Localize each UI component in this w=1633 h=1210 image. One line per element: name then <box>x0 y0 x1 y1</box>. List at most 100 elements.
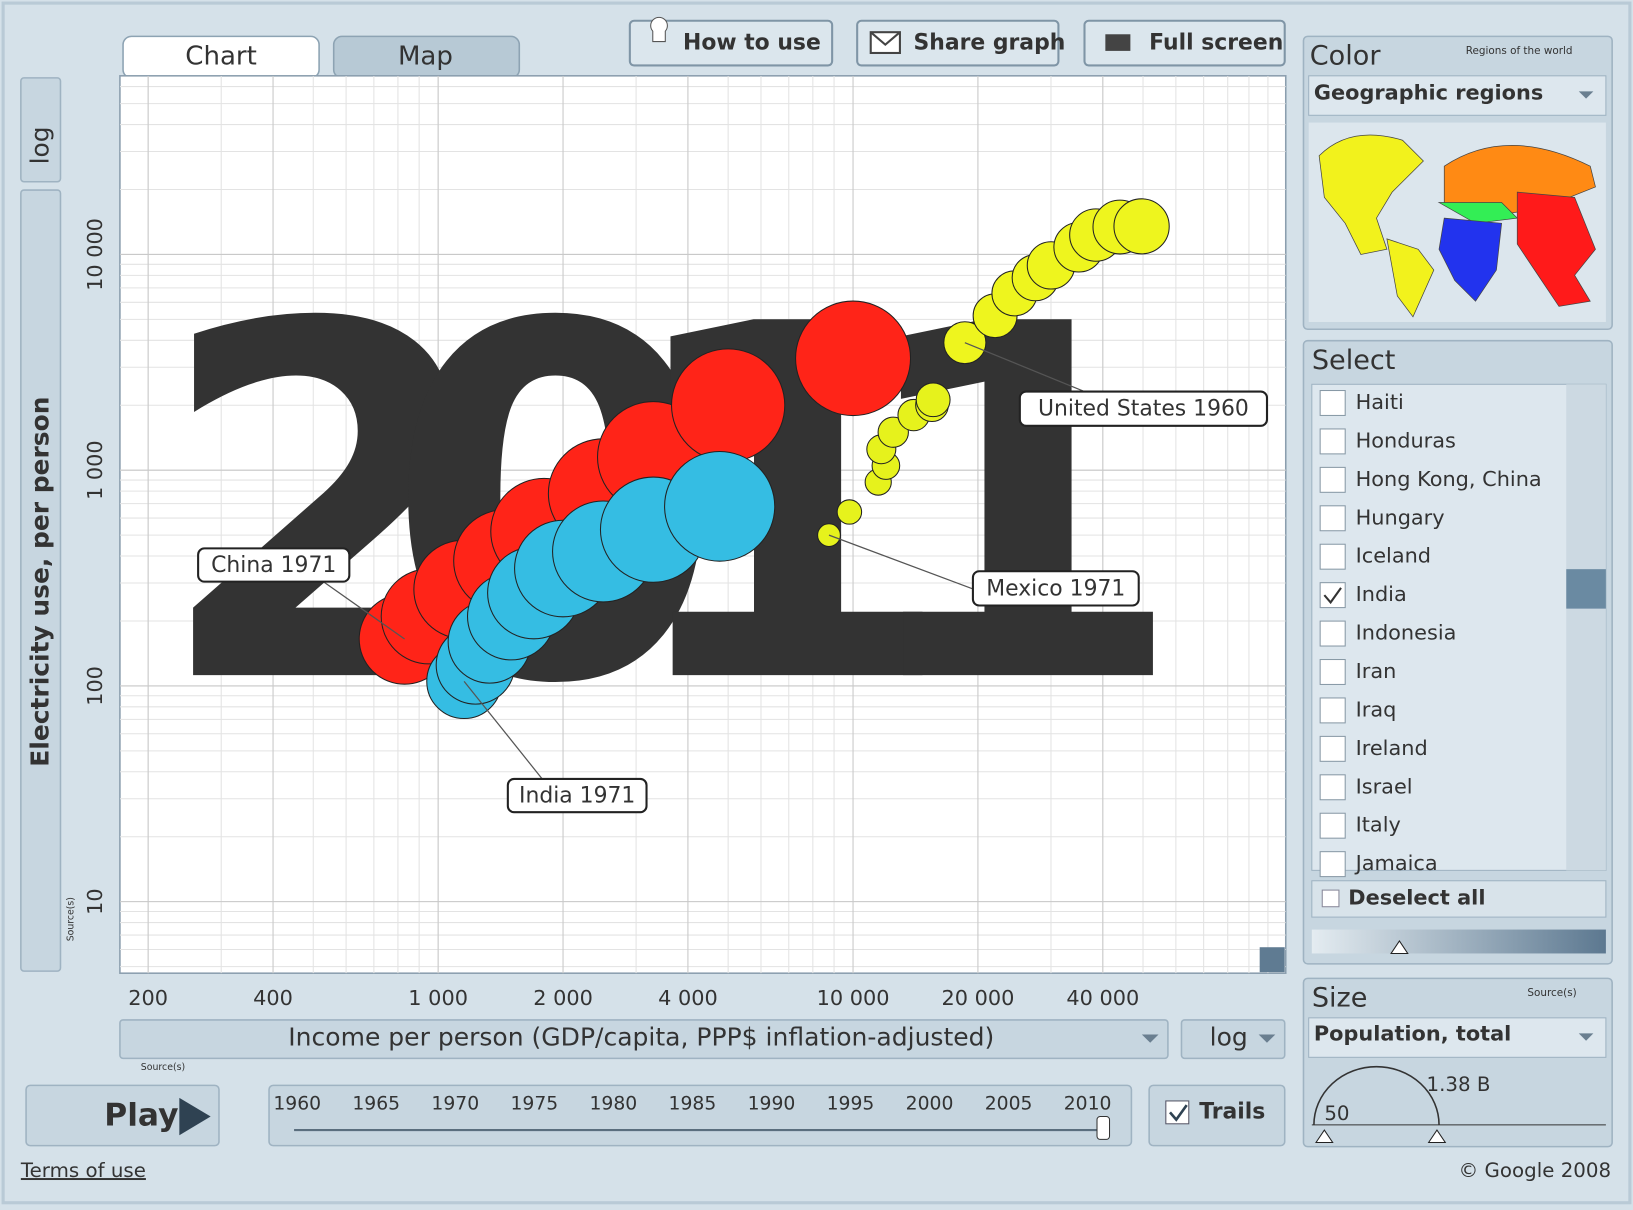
scroll-thumb[interactable] <box>1566 569 1606 609</box>
dropdown-arrow <box>1578 1033 1594 1041</box>
how-to-use-button[interactable] <box>628 19 834 67</box>
country-checkbox[interactable] <box>1319 505 1346 532</box>
dropdown-arrow <box>1258 1034 1276 1043</box>
country-label[interactable]: Hungary <box>1356 505 1445 529</box>
bubble[interactable] <box>1113 198 1170 255</box>
color-subtitle: Regions of the world <box>1466 45 1573 57</box>
size-handles[interactable] <box>1315 1129 1447 1144</box>
country-checkbox[interactable] <box>1319 659 1346 685</box>
bubble[interactable] <box>671 348 786 463</box>
country-label[interactable]: India <box>1356 582 1407 606</box>
region-americas[interactable] <box>1318 134 1424 255</box>
button-label: How to use <box>683 31 821 56</box>
country-label[interactable]: Italy <box>1356 813 1401 837</box>
bubble[interactable] <box>943 321 987 365</box>
country-checkbox[interactable] <box>1319 812 1346 839</box>
x-tick-label: 4 000 <box>658 986 718 1010</box>
annotation-box <box>1018 390 1269 427</box>
country-checkbox[interactable] <box>1319 697 1346 724</box>
expand-icon[interactable] <box>1259 947 1285 973</box>
annotation-label: United States 1960 <box>1038 397 1249 422</box>
country-checkbox[interactable] <box>1319 390 1346 416</box>
screen-icon <box>1105 34 1131 51</box>
copyright: © Google 2008 <box>1458 1159 1611 1182</box>
source-label[interactable]: Source(s) <box>65 897 76 941</box>
bubble[interactable] <box>836 499 863 525</box>
tab-label: Chart <box>185 42 257 72</box>
x-tick-label: 400 <box>253 986 293 1010</box>
country-checkbox[interactable] <box>1319 582 1346 609</box>
country-checkbox[interactable] <box>1319 735 1346 762</box>
country-label[interactable]: Indonesia <box>1356 621 1457 645</box>
x-scale-dropdown[interactable] <box>1180 1019 1286 1060</box>
region-americas[interactable] <box>1386 238 1435 318</box>
country-label[interactable]: Jamaica <box>1354 851 1438 875</box>
country-label[interactable]: Israel <box>1356 774 1413 798</box>
color-dropdown[interactable] <box>1308 75 1607 116</box>
region-east-asia-pacific[interactable] <box>1516 191 1596 307</box>
select-title: Select <box>1312 345 1396 376</box>
region-sub-saharan[interactable] <box>1438 217 1503 302</box>
country-checkbox[interactable] <box>1319 466 1346 493</box>
y-tick-label: 10 <box>83 888 107 914</box>
source-label[interactable]: Source(s) <box>141 1062 185 1073</box>
plot: 2011 <box>119 75 1286 974</box>
x-tick-label: 200 <box>128 986 168 1010</box>
x-indicator-dropdown[interactable] <box>119 1019 1169 1060</box>
bubble[interactable] <box>795 300 912 417</box>
bubble[interactable] <box>915 382 951 418</box>
y-tick-label: 10 000 <box>83 218 107 291</box>
color-title: Color <box>1310 41 1382 72</box>
y-scale-dropdown[interactable] <box>20 77 62 183</box>
x-tick-label: 20 000 <box>941 986 1014 1010</box>
deselect-all-button[interactable] <box>1311 880 1607 918</box>
scrollbar[interactable] <box>1566 384 1606 871</box>
annotation-box <box>506 777 648 814</box>
size-dropdown[interactable] <box>1308 1017 1607 1058</box>
size-max-label: 1.38 B <box>1427 1073 1491 1096</box>
timeline-handle[interactable] <box>1096 1116 1111 1140</box>
bubble[interactable] <box>664 450 776 562</box>
country-label[interactable]: Haiti <box>1356 390 1404 414</box>
country-checkbox[interactable] <box>1319 851 1346 878</box>
tab-label: Map <box>398 42 453 72</box>
button-label: Share graph <box>913 31 1065 56</box>
country-checkbox[interactable] <box>1319 543 1346 570</box>
country-checkbox[interactable] <box>1319 620 1346 647</box>
play-label: Play <box>104 1098 178 1134</box>
timeline-year: 1990 <box>748 1094 796 1115</box>
play-button[interactable] <box>25 1084 220 1147</box>
country-label[interactable]: Ireland <box>1356 736 1428 760</box>
share-graph-button[interactable] <box>856 19 1060 67</box>
list-items: Haiti Honduras Hong Kong, China Hungary Icel… <box>1319 390 1542 878</box>
size-min-label: 50 <box>1324 1102 1349 1125</box>
trails-checkbox[interactable] <box>1165 1100 1190 1125</box>
y-indicator-dropdown[interactable] <box>20 189 62 972</box>
source-label[interactable]: Source(s) <box>1527 987 1576 999</box>
country-label[interactable]: Iraq <box>1356 697 1397 721</box>
timeline-year: 2000 <box>906 1094 954 1115</box>
full-screen-button[interactable] <box>1083 19 1286 67</box>
annotation-label: India 1971 <box>519 784 635 809</box>
x-tick-label: 10 000 <box>817 986 890 1010</box>
country-label[interactable]: Honduras <box>1356 428 1456 452</box>
terms-link[interactable]: Terms of use <box>20 1159 146 1182</box>
play-icon <box>179 1097 211 1136</box>
y-tick-label: 100 <box>83 666 107 706</box>
deselect-checkbox <box>1321 889 1340 908</box>
timeline-year: 1975 <box>510 1094 558 1115</box>
x-tick-label: 40 000 <box>1066 986 1139 1010</box>
x-tick-label: 1 000 <box>408 986 468 1010</box>
mail-icon <box>870 31 901 47</box>
timeline-year: 2010 <box>1064 1094 1112 1115</box>
country-label[interactable]: Iran <box>1356 659 1397 683</box>
country-checkbox[interactable] <box>1319 774 1346 801</box>
country-label[interactable]: Hong Kong, China <box>1356 467 1542 491</box>
country-label[interactable]: Iceland <box>1356 544 1431 568</box>
opacity-handle[interactable] <box>1390 940 1409 954</box>
annotation-box <box>971 570 1140 607</box>
country-checkbox[interactable] <box>1319 428 1346 455</box>
opacity-slider[interactable] <box>1311 929 1606 954</box>
